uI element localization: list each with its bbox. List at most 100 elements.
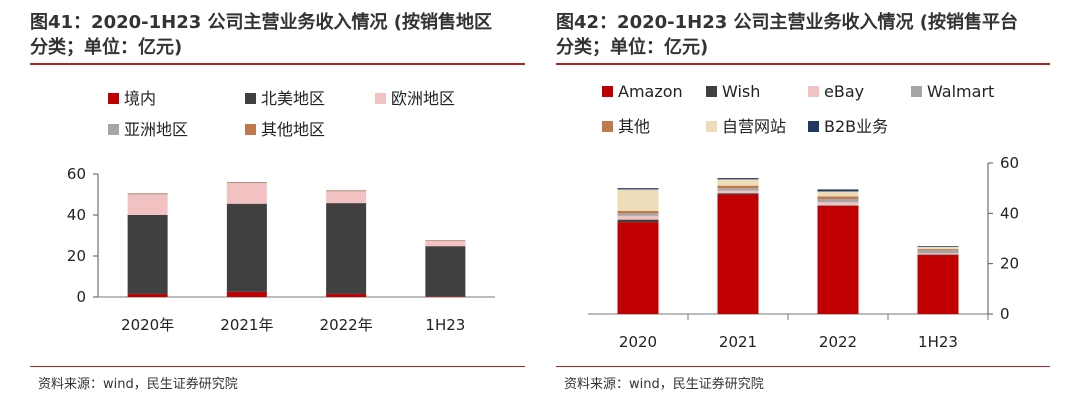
bar-2022-series-0 [817,205,859,314]
legend-swatch [706,86,717,97]
x-category-0: 2020年 [121,316,174,334]
legend-item-series-3: Walmart [911,82,994,101]
legend-item-series-2: eBay [808,82,864,101]
legend-label: 境内 [124,89,156,108]
bar-2020年-series-3 [127,193,168,195]
bar-2021-series-0 [717,194,759,314]
bar-2021-series-1 [717,193,759,195]
y-tick-label: 20 [67,247,86,265]
figure-42-chart: Amazon Wish eBay Walmart 其他 自营网站 B2B业务 0 20 40 60 2… [588,82,1019,351]
legend-label: 北美地区 [261,89,325,108]
legend-swatch [602,121,613,132]
legend-item-series-2: 欧洲地区 [375,89,455,108]
x-category-3: 1H23 [425,316,465,334]
y-tick-60: 60 [988,154,1019,172]
bar-2020-series-5 [617,189,659,211]
y-tick-20: 20 [67,247,98,265]
bar-1H23-series-5 [917,246,959,250]
figure-41-title-line1: 图41：2020-1H23 公司主营业务收入情况 (按销售地区 [30,12,493,33]
y-tick-40: 40 [988,204,1019,222]
bar-2022-series-6 [817,189,859,192]
figure-42-source: 资料来源：wind，民生证券研究院 [564,377,764,392]
y-tick-label: 40 [1000,204,1019,222]
legend-swatch [245,124,256,135]
y-tick-label: 0 [76,288,86,306]
legend-swatch [245,93,256,104]
bar-1H23-series-1 [425,246,466,297]
x-category-label: 2020 [619,333,657,351]
bar-2020年-series-4 [127,193,168,194]
x-category-1: 2021 [719,333,757,351]
bar-2021-series-6 [717,178,759,180]
legend-swatch [911,86,922,97]
x-category-label: 2021 [719,333,757,351]
legend-item-series-0: 境内 [108,89,156,108]
figure-41-title: 图41：2020-1H23 公司主营业务收入情况 (按销售地区 分类；单位：亿元… [30,10,525,60]
legend-item-series-6: B2B业务 [808,117,888,136]
legend-label: B2B业务 [824,117,888,136]
bar-1H23-series-4 [425,240,466,241]
figure-41-title-rule [30,63,525,65]
figure-42-title: 图42：2020-1H23 公司主营业务收入情况 (按销售平台 分类；单位：亿元… [556,10,1050,60]
bar-1H23-series-2 [425,240,466,247]
legend-item-series-1: 北美地区 [245,89,325,108]
bar-2020-series-2 [617,215,659,220]
bar-2020年-series-2 [127,194,168,215]
y-tick-0: 0 [988,305,1010,323]
bar-1H23-series-0 [917,254,959,314]
legend-item-series-0: Amazon [602,82,683,101]
bar-2022-series-3 [817,198,859,203]
legend-swatch [706,121,717,132]
legend-item-series-4: 其他地区 [245,120,325,139]
legend-item-series-4: 其他 [602,117,650,136]
bar-1H23-series-3 [917,250,959,254]
legend-swatch [375,93,386,104]
figure-42-title-line2: 分类；单位：亿元) [556,37,709,58]
figure-42-panel: 图42：2020-1H23 公司主营业务收入情况 (按销售平台 分类；单位：亿元… [556,0,1050,400]
x-category-2: 2022 [819,333,857,351]
x-category-label: 2022年 [320,316,373,334]
legend-label: 其他 [618,117,650,136]
y-tick-60: 60 [67,165,98,183]
bar-2021-series-3 [717,188,759,191]
x-category-0: 2020 [619,333,657,351]
x-category-3: 1H23 [918,333,958,351]
y-tick-label: 60 [1000,154,1019,172]
legend-item-series-5: 自营网站 [706,117,786,136]
legend-swatch [808,86,819,97]
legend-swatch [602,86,613,97]
bar-2022年-series-0 [326,293,367,297]
y-tick-40: 40 [67,206,98,224]
legend-label: 欧洲地区 [391,89,455,108]
y-tick-0: 0 [76,288,98,306]
bar-2022年-series-1 [326,203,367,294]
legend-swatch [108,124,119,135]
figure-42-title-rule [556,63,1050,65]
bar-2021-series-4 [717,185,759,189]
bar-2021年-series-4 [226,181,267,183]
bar-2021年-series-1 [226,203,267,292]
bar-2020-series-0 [617,222,659,314]
bar-2021年-series-2 [226,183,267,204]
bar-1H23-series-6 [917,246,959,247]
y-tick-label: 40 [67,206,86,224]
x-category-label: 1H23 [918,333,958,351]
figure-41-panel: 图41：2020-1H23 公司主营业务收入情况 (按销售地区 分类；单位：亿元… [30,0,525,400]
figure-42-title-line1: 图42：2020-1H23 公司主营业务收入情况 (按销售平台 [556,12,1019,33]
legend-label: 亚洲地区 [124,120,188,139]
bar-2020-series-1 [617,219,659,223]
bar-2022-series-4 [817,196,859,199]
bar-1H23-series-0 [425,296,466,297]
bar-2020年-series-1 [127,215,168,294]
bar-2022年-series-2 [326,191,367,204]
bar-2021年-series-0 [226,291,267,297]
figure-41-source: 资料来源：wind，民生证券研究院 [38,377,238,392]
legend-label: 自营网站 [722,117,786,136]
x-category-label: 2021年 [220,316,273,334]
legend-label: 其他地区 [261,120,325,139]
y-tick-label: 0 [1000,305,1010,323]
bar-2022年-series-4 [326,190,367,191]
x-category-2: 2022年 [320,316,373,334]
bar-1H23-series-1 [917,254,959,256]
